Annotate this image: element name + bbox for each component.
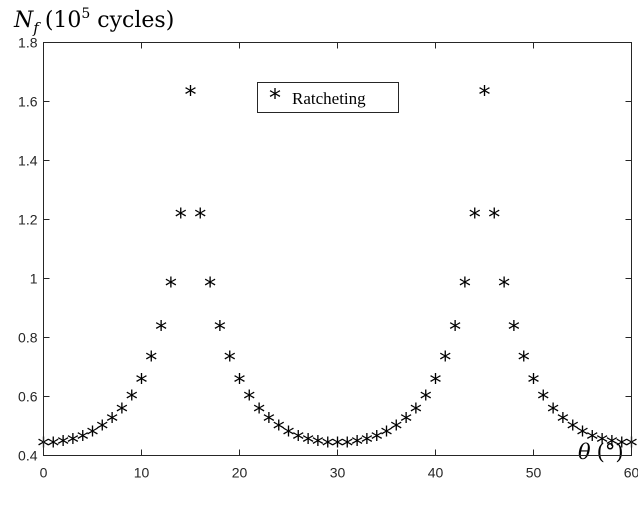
y-axis-open: (10 bbox=[45, 8, 82, 33]
legend-box bbox=[257, 82, 399, 113]
data-point: * bbox=[577, 421, 589, 449]
data-point: * bbox=[322, 432, 334, 460]
data-point: * bbox=[332, 433, 344, 461]
data-markers: ****************************************… bbox=[38, 81, 638, 461]
data-point: * bbox=[518, 347, 530, 375]
y-axis-symbol: N bbox=[13, 8, 34, 33]
data-point: * bbox=[87, 421, 99, 449]
data-point: * bbox=[292, 426, 304, 454]
y-axis-unit: cycles) bbox=[90, 8, 174, 33]
data-point: * bbox=[106, 408, 118, 436]
x-tick-label: 40 bbox=[428, 465, 444, 481]
y-axis-subscript: f bbox=[32, 19, 41, 37]
y-tick-label: 1.4 bbox=[18, 153, 38, 169]
data-point: * bbox=[136, 369, 148, 397]
data-point: * bbox=[361, 429, 373, 457]
data-point: * bbox=[341, 432, 353, 460]
data-point: * bbox=[302, 429, 314, 457]
data-point: * bbox=[547, 398, 559, 426]
data-point: * bbox=[204, 273, 216, 301]
data-point: * bbox=[469, 203, 481, 231]
data-point: * bbox=[616, 432, 628, 460]
data-point: * bbox=[606, 431, 618, 459]
y-tick-label: 1.2 bbox=[18, 212, 38, 228]
x-tick-label: 10 bbox=[134, 465, 150, 481]
data-point: * bbox=[253, 398, 265, 426]
x-axis-title: θ (°) bbox=[578, 440, 624, 464]
data-point: * bbox=[185, 81, 197, 109]
y-tick-label: 1.8 bbox=[18, 35, 38, 51]
data-point: * bbox=[234, 369, 246, 397]
data-point: * bbox=[67, 429, 79, 457]
y-tick-label: 0.8 bbox=[18, 330, 38, 346]
data-point: * bbox=[479, 81, 491, 109]
data-point: * bbox=[263, 408, 275, 436]
y-tick-label: 1.6 bbox=[18, 94, 38, 110]
data-point: * bbox=[116, 398, 128, 426]
data-point: * bbox=[47, 432, 59, 460]
data-point: * bbox=[57, 431, 69, 459]
axis-tick-labels: 0 10 20 30 40 50 60 0.4 0.6 0.8 1 1.2 1.4 1.6 1.8 bbox=[18, 35, 638, 481]
data-point: * bbox=[488, 203, 500, 231]
data-point: * bbox=[586, 426, 598, 454]
data-point: * bbox=[498, 273, 510, 301]
y-tick-label: 0.4 bbox=[18, 448, 38, 464]
data-point: * bbox=[371, 426, 383, 454]
data-point: * bbox=[410, 398, 422, 426]
x-tick-label: 0 bbox=[40, 465, 48, 481]
data-point: * bbox=[214, 316, 226, 344]
data-point: * bbox=[596, 429, 608, 457]
x-tick-label: 30 bbox=[330, 465, 346, 481]
y-tick-label: 1 bbox=[30, 271, 38, 287]
y-axis-exponent: 5 bbox=[81, 6, 90, 22]
data-point: * bbox=[459, 273, 471, 301]
y-tick-label: 0.6 bbox=[18, 389, 38, 405]
data-point: * bbox=[155, 316, 167, 344]
y-axis-title: Nf (105 cycles) bbox=[13, 6, 174, 37]
x-tick-label: 50 bbox=[526, 465, 542, 481]
data-point: * bbox=[243, 386, 255, 414]
x-axis-symbol: θ bbox=[578, 440, 591, 464]
data-point: * bbox=[567, 416, 579, 444]
data-point: * bbox=[420, 386, 432, 414]
plot-area-frame bbox=[43, 42, 632, 456]
data-point: * bbox=[77, 426, 89, 454]
data-point: * bbox=[145, 347, 157, 375]
legend-label: Ratcheting bbox=[292, 89, 366, 108]
x-tick-label: 20 bbox=[232, 465, 248, 481]
data-point: * bbox=[528, 369, 540, 397]
data-point: * bbox=[224, 347, 236, 375]
data-point: * bbox=[273, 416, 285, 444]
data-point: * bbox=[439, 347, 451, 375]
data-point: * bbox=[449, 316, 461, 344]
data-point: * bbox=[312, 431, 324, 459]
data-point: * bbox=[400, 408, 412, 436]
x-axis-unit: (°) bbox=[597, 440, 624, 464]
legend-marker: * bbox=[269, 84, 281, 112]
data-point: * bbox=[194, 203, 206, 231]
data-point: * bbox=[381, 421, 393, 449]
legend: * Ratcheting bbox=[257, 82, 399, 113]
data-point: * bbox=[390, 416, 402, 444]
x-tick-label: 60 bbox=[624, 465, 638, 481]
data-point: * bbox=[537, 386, 549, 414]
data-point: * bbox=[283, 421, 295, 449]
data-point: * bbox=[96, 416, 108, 444]
data-point: * bbox=[508, 316, 520, 344]
data-point: * bbox=[351, 431, 363, 459]
data-point: * bbox=[557, 408, 569, 436]
data-point: * bbox=[175, 203, 187, 231]
data-point: * bbox=[430, 369, 442, 397]
data-point: * bbox=[165, 273, 177, 301]
data-point: * bbox=[126, 386, 138, 414]
